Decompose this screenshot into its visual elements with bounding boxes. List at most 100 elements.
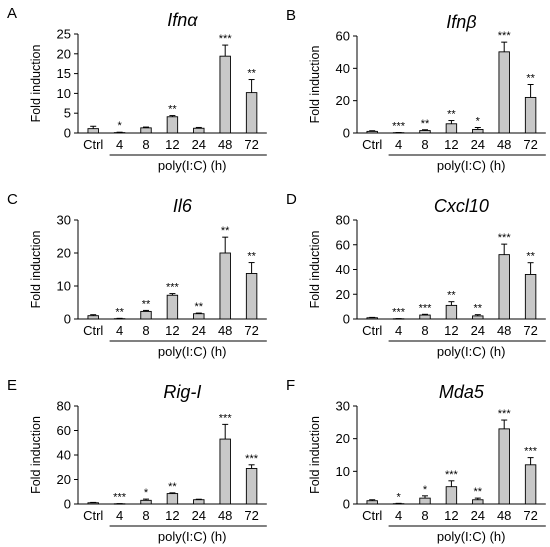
- x-tick-label: 12: [444, 508, 458, 523]
- x-tick-label: 48: [497, 137, 511, 152]
- x-tick-label: 12: [444, 137, 458, 152]
- x-tick-label: 24: [471, 137, 485, 152]
- y-tick-label: 0: [343, 497, 350, 512]
- x-tick-label: 72: [523, 323, 537, 338]
- x-tick-label: 48: [497, 508, 511, 523]
- x-tick-label: Ctrl: [83, 137, 103, 152]
- y-tick-label: 60: [336, 29, 350, 44]
- y-tick-label: 30: [336, 399, 350, 414]
- significance-label: ***: [392, 121, 406, 133]
- gene-title: Ifnβ: [446, 12, 476, 32]
- x-tick-label: 48: [218, 323, 232, 338]
- bar: [193, 313, 205, 320]
- group-label: poly(I:C) (h): [158, 344, 227, 359]
- bar: [219, 438, 231, 505]
- y-tick-label: 0: [64, 312, 71, 327]
- bar: [472, 499, 484, 505]
- x-tick-label: 24: [192, 323, 206, 338]
- significance-label: ***: [498, 30, 512, 42]
- x-tick-label: 8: [421, 323, 428, 338]
- y-tick-label: 20: [57, 246, 71, 261]
- significance-label: ***: [419, 302, 433, 314]
- bar: [193, 499, 205, 505]
- significance-label: **: [474, 486, 483, 498]
- x-tick-label: 12: [165, 323, 179, 338]
- x-tick-label: 12: [165, 137, 179, 152]
- y-axis-label: Fold induction: [308, 46, 322, 124]
- significance-label: **: [474, 303, 483, 315]
- significance-label: **: [447, 290, 456, 302]
- significance-label: **: [447, 109, 456, 121]
- x-tick-label: 8: [421, 508, 428, 523]
- x-tick-label: 4: [116, 137, 123, 152]
- y-tick-label: 80: [57, 399, 71, 414]
- significance-label: **: [142, 298, 151, 310]
- gene-title: Il6: [173, 196, 193, 216]
- significance-label: **: [168, 481, 177, 493]
- y-tick-label: 20: [336, 431, 350, 446]
- panel-letter: B: [286, 7, 296, 24]
- panel-letter: F: [286, 377, 295, 394]
- group-label: poly(I:C) (h): [437, 344, 506, 359]
- gene-title: Cxcl10: [434, 196, 489, 216]
- y-tick-label: 25: [57, 27, 71, 42]
- significance-label: *: [396, 491, 401, 503]
- significance-label: **: [195, 301, 204, 313]
- x-tick-label: 4: [395, 508, 402, 523]
- bar: [219, 55, 231, 134]
- significance-label: ***: [166, 282, 180, 294]
- bar: [498, 254, 510, 320]
- y-tick-label: 0: [343, 126, 350, 141]
- y-tick-label: 30: [57, 213, 71, 228]
- x-tick-label: 48: [218, 508, 232, 523]
- bar: [87, 128, 99, 134]
- significance-label: **: [526, 73, 535, 85]
- bar: [366, 500, 378, 505]
- bar: [472, 128, 484, 134]
- bar: [219, 252, 231, 320]
- y-axis-label: Fold induction: [308, 231, 322, 309]
- significance-label: *: [476, 116, 481, 128]
- y-tick-label: 40: [336, 262, 350, 277]
- bar: [524, 274, 537, 320]
- x-tick-label: 8: [142, 508, 149, 523]
- significance-label: **: [168, 104, 177, 116]
- y-axis-label: Fold induction: [29, 416, 43, 494]
- significance-label: ***: [498, 408, 512, 420]
- x-tick-label: 48: [218, 137, 232, 152]
- y-tick-label: 0: [64, 497, 71, 512]
- bar: [140, 127, 152, 134]
- bar: [166, 294, 179, 320]
- x-tick-label: Ctrl: [83, 508, 103, 523]
- x-tick-label: Ctrl: [362, 323, 382, 338]
- gene-title: Ifnα: [167, 10, 198, 30]
- bar: [419, 314, 431, 320]
- bar: [445, 304, 458, 320]
- x-tick-label: Ctrl: [362, 137, 382, 152]
- x-tick-label: Ctrl: [362, 508, 382, 523]
- x-tick-label: 72: [244, 508, 258, 523]
- bar: [419, 130, 431, 134]
- gene-title: Rig-I: [163, 382, 201, 402]
- bar: [245, 273, 258, 320]
- significance-label: ***: [498, 232, 512, 244]
- bar: [366, 130, 378, 134]
- x-tick-label: 24: [471, 508, 485, 523]
- bar: [445, 486, 458, 505]
- bar: [524, 464, 537, 505]
- bar: [366, 317, 378, 320]
- y-tick-label: 20: [57, 472, 71, 487]
- significance-label: *: [117, 120, 122, 132]
- significance-label: *: [144, 487, 149, 499]
- x-tick-label: 72: [523, 137, 537, 152]
- x-tick-label: Ctrl: [83, 323, 103, 338]
- group-label: poly(I:C) (h): [437, 158, 506, 173]
- bar: [87, 502, 99, 505]
- y-tick-label: 80: [336, 213, 350, 228]
- bar: [472, 315, 484, 320]
- x-tick-label: 24: [192, 137, 206, 152]
- x-tick-label: 8: [142, 323, 149, 338]
- bar: [245, 92, 258, 134]
- significance-label: **: [421, 118, 430, 130]
- y-tick-label: 5: [64, 106, 71, 121]
